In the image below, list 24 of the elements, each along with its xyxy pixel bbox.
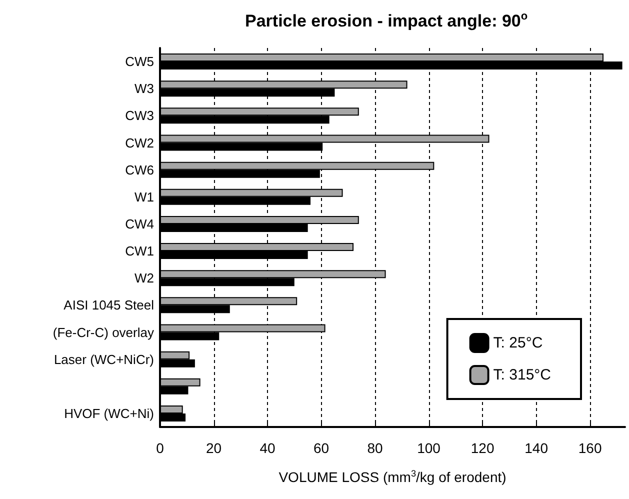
x-tick-label: 20 xyxy=(206,440,222,456)
y-tick-label: CW4 xyxy=(125,216,154,232)
y-tick-label: CW3 xyxy=(125,108,154,124)
y-tick-label: W1 xyxy=(134,189,154,204)
x-tick-label: 140 xyxy=(524,440,548,456)
x-tick-label: 60 xyxy=(313,440,330,456)
legend-label: T: 315°C xyxy=(493,366,552,384)
y-tick-label: HVOF (WC+Ni) xyxy=(64,406,154,421)
y-tick-label: W3 xyxy=(134,81,154,96)
y-tick-label: CW1 xyxy=(125,244,154,259)
x-tick-label: 0 xyxy=(156,440,164,456)
y-tick-label: CW5 xyxy=(125,54,154,70)
legend-label: T: 25°C xyxy=(493,334,543,352)
y-tick-label: W2 xyxy=(134,270,154,286)
x-tick-label: 40 xyxy=(260,440,276,456)
y-tick-label: AISI 1045 Steel xyxy=(64,298,154,313)
x-tick-label: 100 xyxy=(417,440,441,456)
x-tick-label: 160 xyxy=(578,440,602,456)
y-tick-label: (Fe-Cr-C) overlay xyxy=(52,324,154,340)
x-tick-label: 120 xyxy=(470,440,494,456)
y-tick-label: Laser (WC+NiCr) xyxy=(54,352,154,367)
y-tick-label: CW2 xyxy=(125,135,154,150)
y-tick-label: CW6 xyxy=(125,162,154,178)
x-tick-label: 80 xyxy=(367,440,384,456)
